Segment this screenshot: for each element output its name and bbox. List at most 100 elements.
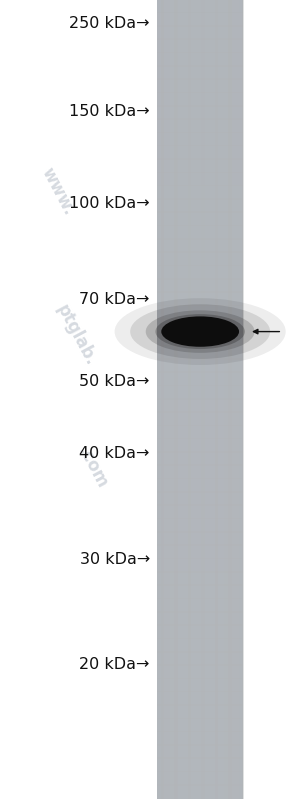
Bar: [227, 0, 229, 799]
Bar: [185, 0, 186, 799]
Text: 30 kDa→: 30 kDa→: [79, 552, 150, 566]
Bar: [192, 0, 193, 799]
Bar: [195, 0, 196, 799]
Bar: [202, 0, 204, 799]
Bar: [182, 0, 183, 799]
Bar: [157, 0, 243, 14]
Bar: [157, 731, 243, 745]
Bar: [210, 0, 211, 799]
Ellipse shape: [161, 316, 239, 347]
Bar: [224, 0, 225, 799]
Bar: [157, 278, 243, 293]
Text: 40 kDa→: 40 kDa→: [79, 447, 150, 461]
Bar: [232, 0, 233, 799]
Bar: [157, 691, 243, 706]
Bar: [240, 0, 241, 799]
Bar: [157, 172, 243, 186]
Bar: [157, 518, 243, 533]
Bar: [157, 451, 243, 466]
Bar: [208, 0, 209, 799]
Bar: [157, 238, 243, 253]
Bar: [157, 105, 243, 120]
Bar: [157, 611, 243, 626]
Bar: [172, 0, 173, 799]
Ellipse shape: [130, 304, 270, 359]
Bar: [213, 0, 215, 799]
Bar: [223, 0, 224, 799]
Bar: [212, 0, 213, 799]
Bar: [157, 12, 243, 26]
Bar: [183, 0, 184, 799]
Bar: [157, 464, 243, 479]
Bar: [169, 0, 170, 799]
Bar: [157, 92, 243, 106]
Ellipse shape: [146, 310, 255, 353]
Bar: [157, 504, 243, 519]
Bar: [217, 0, 219, 799]
Bar: [164, 0, 166, 799]
Bar: [158, 0, 160, 799]
Bar: [157, 438, 243, 453]
Bar: [157, 304, 243, 320]
Bar: [157, 25, 243, 40]
Bar: [211, 0, 212, 799]
Bar: [176, 0, 178, 799]
Bar: [159, 0, 160, 799]
Bar: [241, 0, 242, 799]
Ellipse shape: [115, 298, 286, 365]
Bar: [157, 225, 243, 240]
Bar: [157, 52, 243, 66]
Bar: [242, 0, 244, 799]
Bar: [214, 0, 215, 799]
Bar: [157, 558, 243, 573]
Bar: [226, 0, 228, 799]
Bar: [164, 0, 165, 799]
Bar: [171, 0, 172, 799]
Bar: [157, 344, 243, 360]
Bar: [167, 0, 168, 799]
Bar: [179, 0, 180, 799]
Bar: [199, 0, 200, 799]
Bar: [181, 0, 182, 799]
Bar: [160, 0, 162, 799]
Bar: [215, 0, 217, 799]
Bar: [157, 158, 243, 173]
Bar: [157, 478, 243, 493]
Bar: [157, 252, 243, 266]
Bar: [174, 0, 176, 799]
Bar: [219, 0, 221, 799]
Bar: [157, 531, 243, 546]
Bar: [170, 0, 171, 799]
Bar: [189, 0, 191, 799]
Bar: [207, 0, 208, 799]
Bar: [157, 0, 243, 799]
Bar: [209, 0, 210, 799]
Bar: [157, 318, 243, 333]
Text: 150 kDa→: 150 kDa→: [69, 105, 150, 119]
Bar: [157, 784, 243, 799]
Bar: [157, 372, 243, 386]
Ellipse shape: [156, 314, 245, 349]
Bar: [177, 0, 179, 799]
Text: 70 kDa→: 70 kDa→: [79, 292, 150, 307]
Bar: [157, 704, 243, 719]
Bar: [175, 0, 177, 799]
Bar: [206, 0, 207, 799]
Bar: [157, 544, 243, 559]
Bar: [157, 198, 243, 213]
Bar: [201, 0, 203, 799]
Bar: [157, 651, 243, 666]
Bar: [157, 598, 243, 613]
Text: ptglab.: ptglab.: [53, 302, 100, 369]
Bar: [157, 185, 243, 200]
Bar: [229, 0, 231, 799]
Bar: [193, 0, 194, 799]
Bar: [235, 0, 236, 799]
Bar: [157, 65, 243, 80]
Bar: [187, 0, 189, 799]
Bar: [166, 0, 167, 799]
Bar: [230, 0, 232, 799]
Bar: [173, 0, 175, 799]
Bar: [157, 264, 243, 280]
Bar: [190, 0, 192, 799]
